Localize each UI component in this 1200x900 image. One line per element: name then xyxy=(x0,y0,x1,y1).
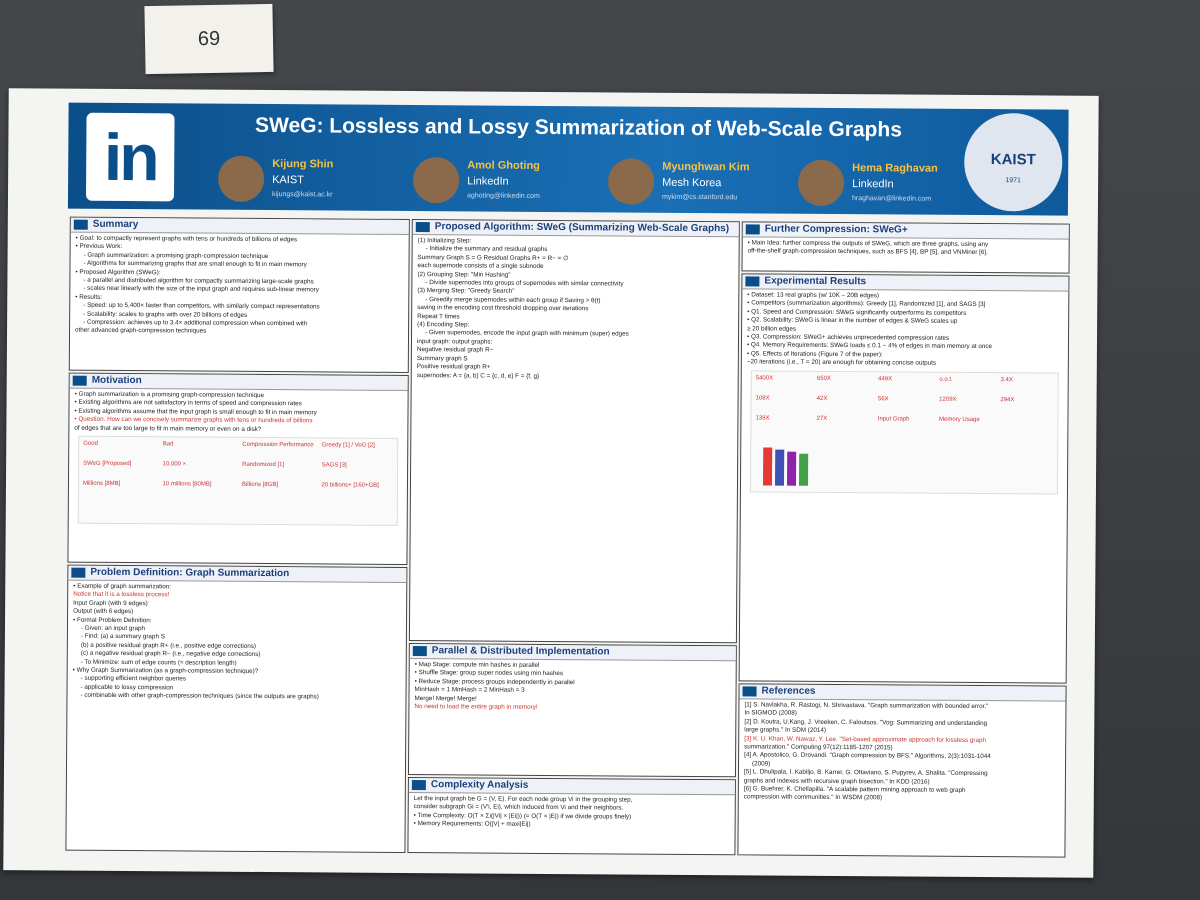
poster-title: SWeG: Lossless and Lossy Summarization o… xyxy=(254,113,903,142)
author: Amol Ghoting LinkedIn aghoting@linkedin.co… xyxy=(412,153,613,210)
figure-label: 27X xyxy=(816,415,828,422)
section: Complexity Analysis Let the input graph b… xyxy=(407,777,736,856)
section-body: • Goal: to compactly represent graphs wi… xyxy=(70,233,409,340)
section-body: • Map Stage: compute min hashes in paral… xyxy=(409,659,735,716)
section-title: Motivation xyxy=(69,373,408,391)
figure-label: Memory Usage xyxy=(939,416,980,423)
figure-label: Billions [8GB] xyxy=(241,481,279,489)
number-card: 69 xyxy=(144,3,274,75)
author: Myunghwan Kim Mesh Korea mykim@cs.stanford… xyxy=(607,154,808,211)
poster: in SWeG: Lossless and Lossy Summarizatio… xyxy=(3,88,1099,878)
figure: Good Bad Compression Performance Greedy [1]… xyxy=(77,435,399,526)
figure-label: Input Graph xyxy=(877,415,910,423)
figure-label: 108X xyxy=(755,395,770,402)
author-email: hraghavan@linkedin.com xyxy=(851,195,932,203)
text-line: ~20 iterations (i.e., T = 20) are enough… xyxy=(746,358,937,367)
text-line: other advanced graph-compression techniq… xyxy=(75,327,207,336)
section-body: Let the input graph be G = (V, E). For e… xyxy=(409,793,735,833)
author-photo xyxy=(607,158,655,205)
section-body: [1] S. Navlakha, R. Rastogi, N. Shrivast… xyxy=(739,699,1066,806)
figure-label: 10,000 × xyxy=(162,461,187,468)
section-body: (1) Initializing Step: - Initialize the s… xyxy=(412,235,739,384)
section-title: Experimental Results xyxy=(742,274,1069,292)
figure-label: 449X xyxy=(878,375,893,383)
figure-label: SWeG [Proposed] xyxy=(83,460,132,468)
figure-bar xyxy=(774,449,785,486)
author-email: mykim@cs.stanford.edu xyxy=(661,193,738,202)
figure-label: o.o.t. xyxy=(939,376,953,383)
figure-label: 10 millions [80MB] xyxy=(162,481,212,488)
section: Problem Definition: Graph Summarization •… xyxy=(65,564,408,853)
figure-label: SAGS [3] xyxy=(321,462,347,469)
section: Parallel & Distributed Implementation • M… xyxy=(407,643,737,778)
section: Further Compression: SWeG+ • Main Idea: f… xyxy=(741,221,1070,274)
text-line: - combinable with other graph-compressio… xyxy=(80,692,319,701)
author-photo xyxy=(412,157,460,204)
section-title: Proposed Algorithm: SWeG (Summarizing We… xyxy=(412,220,739,238)
author: Hema Raghavan LinkedIn hraghavan@linkedin.… xyxy=(797,156,998,213)
figure-label: Bad xyxy=(162,441,174,448)
section-title: Problem Definition: Graph Summarization xyxy=(68,565,407,583)
section-title: Parallel & Distributed Implementation xyxy=(409,644,736,662)
section: References [1] S. Navlakha, R. Rastogi, N… xyxy=(737,683,1067,858)
poster-header: in SWeG: Lossless and Lossy Summarizatio… xyxy=(67,102,1069,216)
figure-label: Compression Performance xyxy=(242,441,314,449)
author-affiliation: LinkedIn xyxy=(467,175,509,188)
text-line: off-the-shelf graph-compression techniqu… xyxy=(747,247,988,257)
figure-label: Millions [8MB] xyxy=(82,480,121,488)
text-line: of edges that are too large to fit in ma… xyxy=(74,424,262,433)
author-name: Hema Raghavan xyxy=(852,162,938,175)
figure: 5400X 650X 449X o.o.t. 3.4X 108X 42X 56X 1209X 29… xyxy=(749,370,1059,495)
figure-label: 139X xyxy=(755,415,770,422)
section-body: • Graph summarization is a promising gra… xyxy=(69,389,408,531)
author-name: Myunghwan Kim xyxy=(662,160,750,174)
figure-label: 294X xyxy=(1000,396,1015,403)
section: Summary • Goal: to compactly represent gr… xyxy=(68,216,410,374)
author: Kijung Shin KAIST kijungs@kaist.ac.kr xyxy=(217,152,418,209)
figure-label: Good xyxy=(83,440,98,447)
figure-label: 1209X xyxy=(939,396,957,403)
section-title: Complexity Analysis xyxy=(408,778,735,796)
section-title: Summary xyxy=(70,217,409,236)
section-title: Further Compression: SWeG+ xyxy=(742,222,1069,240)
figure-label: 5400X xyxy=(755,375,774,382)
figure-label: 56X xyxy=(877,395,889,403)
figure-label: Greedy [1] / VoG [2] xyxy=(321,442,375,449)
figure-label: 650X xyxy=(816,375,831,382)
text-line: supernodes: A = {a, b} C = {c, d, e} F =… xyxy=(416,371,540,380)
author-photo xyxy=(217,155,265,202)
author-photo xyxy=(797,159,845,207)
section: Experimental Results • Dataset: 13 real g… xyxy=(738,273,1070,684)
author-affiliation: Mesh Korea xyxy=(662,176,722,190)
logo: in xyxy=(85,112,175,202)
figure-label: Randomized [1] xyxy=(242,461,285,469)
author-affiliation: KAIST xyxy=(272,174,304,187)
figure-bar xyxy=(762,447,773,486)
section-body: • Main Idea: further compress the output… xyxy=(743,237,1069,260)
author-affiliation: LinkedIn xyxy=(852,178,894,191)
figure-label: 42X xyxy=(816,395,828,402)
figure-bar xyxy=(798,453,809,486)
author-name: Kijung Shin xyxy=(272,158,334,171)
text-line: No need to load the entire graph in memo… xyxy=(414,703,538,711)
text-line: • Memory Requirements: O(|V| + maxi|Ei|) xyxy=(413,820,531,829)
author-name: Amol Ghoting xyxy=(467,159,540,172)
author-email: aghoting@linkedin.com xyxy=(466,192,540,200)
section: Motivation • Graph summarization is a pro… xyxy=(67,372,409,565)
text-line: compression with communities." In WSDM (… xyxy=(743,793,883,802)
author-email: kijungs@kaist.ac.kr xyxy=(271,191,333,199)
figure-label: 3.4X xyxy=(1000,376,1013,383)
section-body: • Dataset: 13 real graphs (w/ 10K – 20B … xyxy=(741,289,1068,499)
figure-label: 20 billions+ [160+GB] xyxy=(321,482,379,489)
section-body: • Example of graph summarization: Notice … xyxy=(67,581,406,705)
figure-bar xyxy=(786,451,797,486)
section-title: References xyxy=(739,684,1066,702)
section: Proposed Algorithm: SWeG (Summarizing We… xyxy=(408,219,740,644)
